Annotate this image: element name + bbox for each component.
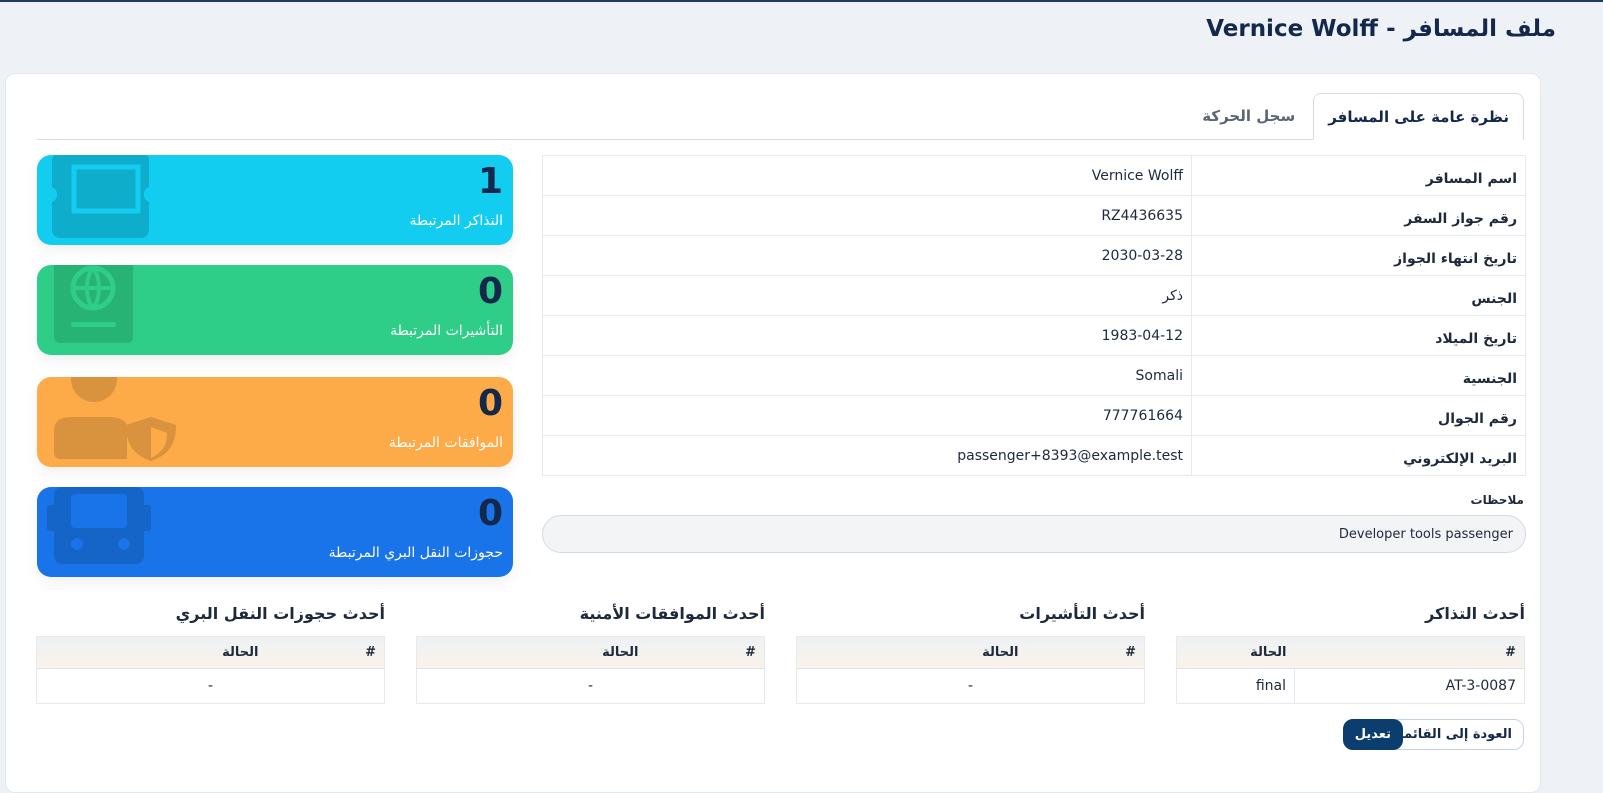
- ticket-number[interactable]: AT-3-0087: [1294, 668, 1525, 704]
- stat-visas[interactable]: 0 التأشيرات المرتبطة: [37, 265, 513, 355]
- stat-label: التأشيرات المرتبطة: [390, 323, 503, 339]
- table-row: -: [416, 668, 765, 704]
- col-header: #: [646, 636, 765, 669]
- value: 777761664: [542, 395, 1192, 436]
- stat-tickets[interactable]: 1 التذاكر المرتبطة: [37, 155, 513, 245]
- section-title: أحدث التذاكر: [1425, 604, 1525, 623]
- table-row: رقم الجوال 777761664: [542, 395, 1526, 436]
- latest-visas-table: # الحالة -: [796, 636, 1145, 704]
- section-title: أحدث التأشيرات: [1019, 604, 1145, 623]
- label: البريد الإلكتروني: [1191, 435, 1526, 476]
- stat-label: التذاكر المرتبطة: [409, 213, 503, 229]
- main-card: نظرة عامة على المسافر سجل الحركة اسم الم…: [5, 73, 1541, 793]
- value: 2030-03-28: [542, 235, 1192, 276]
- col-header: الحالة: [416, 636, 647, 669]
- label: اسم المسافر: [1191, 155, 1526, 196]
- table-row: رقم جواز السفر RZ4436635: [542, 195, 1526, 236]
- value: passenger+8393@example.test: [542, 435, 1192, 476]
- col-header: #: [1294, 636, 1525, 669]
- latest-tickets-section: أحدث التذاكر # الحالة AT-3-0087 final: [1176, 604, 1525, 704]
- value: Vernice Wolff: [542, 155, 1192, 196]
- table-row: الجنس ذكر: [542, 275, 1526, 316]
- passport-icon: [54, 265, 133, 343]
- latest-approvals-section: أحدث الموافقات الأمنية # الحالة -: [416, 604, 765, 704]
- latest-land-transport-table: # الحالة -: [36, 636, 385, 704]
- stat-land-transport[interactable]: 0 حجوزات النقل البري المرتبطة: [37, 487, 513, 577]
- tab-overview[interactable]: نظرة عامة على المسافر: [1313, 93, 1524, 140]
- stat-count: 0: [477, 493, 503, 534]
- label: الجنسية: [1191, 355, 1526, 396]
- passenger-info-table: اسم المسافر Vernice Wolff رقم جواز السفر R…: [542, 155, 1526, 476]
- stat-label: حجوزات النقل البري المرتبطة: [328, 545, 503, 561]
- edit-button[interactable]: تعديل: [1342, 719, 1403, 750]
- value: Somali: [542, 355, 1192, 396]
- ticket-status: final: [1176, 668, 1295, 704]
- section-title: أحدث الموافقات الأمنية: [579, 604, 765, 623]
- stat-count: 0: [477, 383, 503, 424]
- value: RZ4436635: [542, 195, 1192, 236]
- value: 1983-04-12: [542, 315, 1192, 356]
- label: رقم الجوال: [1191, 395, 1526, 436]
- notes-label: ملاحظات: [1470, 493, 1524, 507]
- label: تاريخ انتهاء الجواز: [1191, 235, 1526, 276]
- label: الجنس: [1191, 275, 1526, 316]
- table-row: الجنسية Somali: [542, 355, 1526, 396]
- bus-icon: [47, 487, 151, 564]
- notes-field[interactable]: Developer tools passenger: [542, 515, 1526, 553]
- user-shield-icon: [54, 377, 176, 461]
- empty-cell: -: [36, 668, 385, 704]
- table-row: تاريخ انتهاء الجواز 2030-03-28: [542, 235, 1526, 276]
- stat-label: الموافقات المرتبطة: [388, 435, 503, 451]
- value: ذكر: [542, 275, 1192, 316]
- col-header: الحالة: [1176, 636, 1295, 669]
- label: تاريخ الميلاد: [1191, 315, 1526, 356]
- ticket-icon: [52, 155, 149, 238]
- table-row: اسم المسافر Vernice Wolff: [542, 155, 1526, 196]
- table-row[interactable]: AT-3-0087 final: [1176, 668, 1525, 704]
- back-to-list-button[interactable]: العودة إلى القائمة: [1384, 719, 1524, 750]
- latest-tickets-table: # الحالة AT-3-0087 final: [1176, 636, 1525, 704]
- table-row: البريد الإلكتروني passenger+8393@example.…: [542, 435, 1526, 476]
- latest-visas-section: أحدث التأشيرات # الحالة -: [796, 604, 1145, 704]
- table-row: -: [36, 668, 385, 704]
- empty-cell: -: [416, 668, 765, 704]
- table-row: -: [796, 668, 1145, 704]
- latest-approvals-table: # الحالة -: [416, 636, 765, 704]
- col-header: #: [266, 636, 385, 669]
- tabs: نظرة عامة على المسافر سجل الحركة: [37, 93, 1524, 140]
- stat-approvals[interactable]: 0 الموافقات المرتبطة: [37, 377, 513, 467]
- stat-count: 1: [477, 161, 503, 202]
- section-title: أحدث حجوزات النقل البري: [175, 604, 385, 623]
- col-header: #: [1026, 636, 1145, 669]
- tab-movement-log[interactable]: سجل الحركة: [1202, 107, 1296, 125]
- label: رقم جواز السفر: [1191, 195, 1526, 236]
- empty-cell: -: [796, 668, 1145, 704]
- latest-land-transport-section: أحدث حجوزات النقل البري # الحالة -: [36, 604, 385, 704]
- table-row: تاريخ الميلاد 1983-04-12: [542, 315, 1526, 356]
- page-title: ملف المسافر - Vernice Wolff: [1206, 16, 1556, 42]
- stat-count: 0: [477, 271, 503, 312]
- col-header: الحالة: [796, 636, 1027, 669]
- col-header: الحالة: [36, 636, 267, 669]
